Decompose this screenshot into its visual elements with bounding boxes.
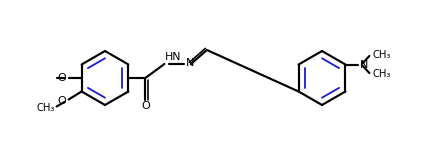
- Text: CH₃: CH₃: [372, 69, 391, 79]
- Text: O: O: [141, 101, 150, 111]
- Text: N: N: [186, 58, 194, 69]
- Text: O: O: [58, 73, 66, 83]
- Text: N: N: [360, 60, 368, 69]
- Text: HN: HN: [165, 51, 181, 61]
- Text: CH₃: CH₃: [372, 50, 391, 60]
- Text: O: O: [57, 96, 66, 105]
- Text: CH₃: CH₃: [36, 103, 55, 113]
